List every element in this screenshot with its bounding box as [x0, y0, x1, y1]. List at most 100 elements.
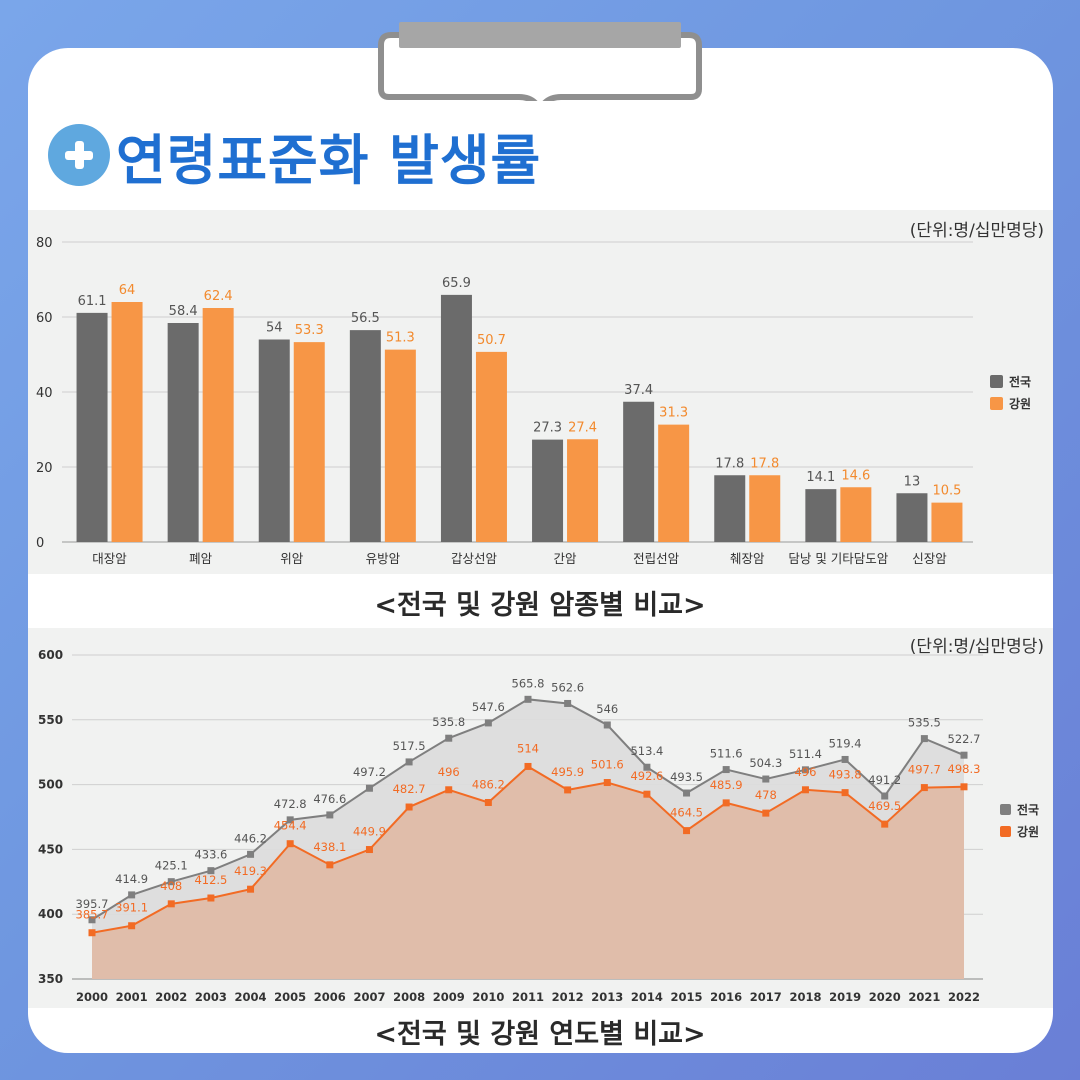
bar: [167, 323, 199, 542]
data-point: [365, 846, 373, 854]
data-label: 522.7: [948, 732, 981, 746]
data-point: [722, 799, 730, 807]
data-label: 53.3: [295, 323, 324, 338]
data-label: 496: [794, 765, 816, 779]
data-point: [405, 758, 413, 766]
bar-chart: 0 20 40 60 80 61.1 64 대장암 58.4 62.4 폐암 54 53.3 위암 56.5…: [36, 236, 973, 566]
data-label: 61.1: [78, 294, 107, 309]
data-point: [643, 790, 651, 798]
data-point: [801, 786, 809, 794]
data-label: 27.4: [568, 420, 597, 435]
data-label: 535.5: [908, 716, 941, 730]
x-tick-label: 2013: [591, 990, 623, 1004]
x-tick-label: 위암: [280, 551, 304, 566]
bar: [202, 308, 234, 542]
data-label: 391.1: [115, 901, 148, 915]
data-label: 562.6: [551, 680, 584, 694]
bar: [475, 351, 507, 542]
x-tick-label: 2001: [116, 990, 148, 1004]
line-chart-panel: 350 400 450 500 550 600 2000 2001 2002 2003 2004 20…: [28, 628, 1053, 1008]
data-label: 414.9: [115, 872, 148, 886]
x-tick-label: 2018: [789, 990, 821, 1004]
data-label: 472.8: [274, 797, 307, 811]
bar: [111, 302, 143, 542]
data-label: 17.8: [715, 456, 744, 471]
legend-label: 전국: [1009, 374, 1032, 389]
data-label: 446.2: [234, 831, 267, 845]
data-label: 385.7: [76, 908, 109, 922]
legend-item-nation: 전국: [990, 370, 1031, 392]
data-label: 395.7: [76, 897, 109, 911]
data-point: [286, 816, 294, 824]
bar: [76, 312, 108, 542]
y-tick-label: 0: [36, 536, 44, 551]
bar: [805, 489, 837, 542]
series-area: [92, 766, 964, 979]
data-label: 497.2: [353, 765, 386, 779]
clipboard-bar: [399, 22, 681, 48]
data-point: [484, 719, 492, 727]
legend-label: 강원: [1009, 396, 1032, 411]
bar: [623, 401, 655, 542]
data-point: [762, 775, 770, 783]
x-tick-label: 2020: [869, 990, 901, 1004]
x-tick-label: 췌장암: [730, 551, 765, 566]
y-tick-label: 500: [38, 778, 63, 792]
data-label: 511.6: [710, 747, 743, 761]
data-point: [286, 840, 294, 848]
bar: [931, 502, 963, 542]
data-point: [128, 891, 136, 899]
bar: [258, 339, 290, 542]
x-tick-label: 폐암: [189, 551, 213, 566]
x-tick-label: 2019: [829, 990, 861, 1004]
legend-item-nation: 전국: [1000, 798, 1039, 820]
data-label: 511.4: [789, 747, 822, 761]
data-label: 454.4: [274, 819, 307, 833]
data-label: 14.1: [806, 470, 835, 485]
data-label: 491.2: [868, 773, 901, 787]
data-point: [445, 734, 453, 742]
data-point: [722, 766, 730, 774]
x-tick-label: 2003: [195, 990, 227, 1004]
data-label: 408: [160, 879, 182, 893]
data-label: 27.3: [533, 421, 562, 436]
data-label: 58.4: [169, 304, 198, 319]
data-point: [484, 798, 492, 806]
data-label: 498.3: [948, 762, 981, 776]
x-tick-label: 2005: [274, 990, 306, 1004]
legend-swatch: [1000, 803, 1011, 815]
data-point: [207, 894, 215, 902]
data-label: 565.8: [512, 676, 545, 690]
x-tick-label: 2015: [671, 990, 703, 1004]
data-label: 492.6: [630, 769, 663, 783]
data-point: [564, 699, 572, 707]
data-label: 493.8: [829, 768, 862, 782]
data-point: [841, 755, 849, 763]
data-label: 419.3: [234, 864, 267, 878]
data-point: [207, 867, 215, 875]
legend-label: 강원: [1017, 824, 1040, 839]
data-point: [960, 783, 968, 791]
data-label: 519.4: [829, 736, 862, 750]
line-chart-unit: (단위:명/십만명당): [909, 637, 1044, 657]
data-point: [881, 820, 889, 828]
data-point: [683, 789, 691, 797]
data-label: 425.1: [155, 859, 188, 873]
data-label: 513.4: [630, 744, 663, 758]
x-tick-label: 2002: [155, 990, 187, 1004]
x-tick-label: 2016: [710, 990, 742, 1004]
x-tick-label: 2022: [948, 990, 980, 1004]
y-tick-label: 20: [36, 461, 53, 476]
data-label: 438.1: [313, 840, 346, 854]
page-title: 연령표준화 발생률: [116, 128, 542, 192]
data-point: [524, 695, 532, 703]
data-point: [960, 751, 968, 759]
x-tick-label: 담낭 및 기타담도암: [788, 551, 888, 566]
data-point: [643, 763, 651, 771]
bar: [567, 439, 599, 542]
data-point: [247, 850, 255, 858]
x-tick-label: 2009: [433, 990, 465, 1004]
legend-swatch: [990, 374, 1003, 388]
data-point: [326, 861, 334, 869]
data-point: [88, 929, 96, 937]
